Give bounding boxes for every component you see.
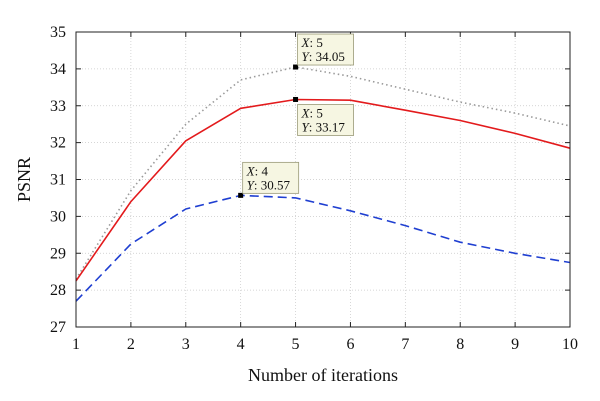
datatip-marker bbox=[238, 192, 244, 198]
datatip-box bbox=[297, 33, 354, 66]
x-tick-label: 5 bbox=[292, 336, 300, 353]
series-lines bbox=[75, 66, 571, 302]
datatip-y-text: Y: 30.57 bbox=[247, 177, 291, 192]
y-tick-label: 35 bbox=[50, 24, 66, 41]
x-tick-label: 6 bbox=[346, 336, 354, 353]
datatip: X: 5Y: 34.05 bbox=[293, 33, 354, 70]
y-tick-label: 27 bbox=[50, 319, 66, 336]
x-tick-label: 9 bbox=[511, 336, 519, 353]
y-tick-label: 32 bbox=[50, 135, 66, 152]
y-tick-label: 34 bbox=[50, 61, 66, 78]
y-tick-label: 30 bbox=[50, 208, 66, 225]
datatip-box bbox=[242, 161, 300, 194]
datatip-y-text: Y: 33.17 bbox=[302, 119, 346, 134]
datatip-marker bbox=[293, 96, 299, 102]
x-tick-label: 3 bbox=[182, 336, 190, 353]
datatip-marker bbox=[293, 64, 299, 70]
y-tick-label: 28 bbox=[50, 282, 66, 299]
y-tick-label: 31 bbox=[50, 172, 66, 189]
x-tick-label: 2 bbox=[127, 336, 135, 353]
datatip-x-text: X: 5 bbox=[301, 105, 323, 120]
y-axis-title: PSNR bbox=[14, 157, 34, 202]
datatip-y-text: Y: 34.05 bbox=[302, 49, 345, 64]
x-tick-label: 1 bbox=[72, 336, 80, 353]
y-tick-label: 29 bbox=[50, 245, 66, 262]
y-tick-label: 33 bbox=[50, 98, 66, 115]
x-axis-title: Number of iterations bbox=[248, 365, 398, 385]
datatip-x-text: X: 4 bbox=[246, 163, 269, 178]
x-tick-label: 7 bbox=[401, 336, 409, 353]
axis-ticks bbox=[75, 31, 571, 328]
x-tick-label: 10 bbox=[562, 336, 578, 353]
x-tick-label: 8 bbox=[456, 336, 464, 353]
datatip-x-text: X: 5 bbox=[301, 35, 323, 50]
datatip: X: 4Y: 30.57 bbox=[238, 161, 300, 198]
series-line-dotted bbox=[75, 66, 571, 280]
series-line-solid bbox=[75, 98, 571, 282]
x-tick-label: 4 bbox=[237, 336, 245, 353]
series-line-dashed bbox=[75, 194, 571, 302]
datatip: X: 5Y: 33.17 bbox=[293, 96, 354, 136]
datatip-box bbox=[297, 104, 354, 136]
datatips: X: 5Y: 34.05X: 5Y: 33.17X: 4Y: 30.57 bbox=[238, 33, 354, 198]
